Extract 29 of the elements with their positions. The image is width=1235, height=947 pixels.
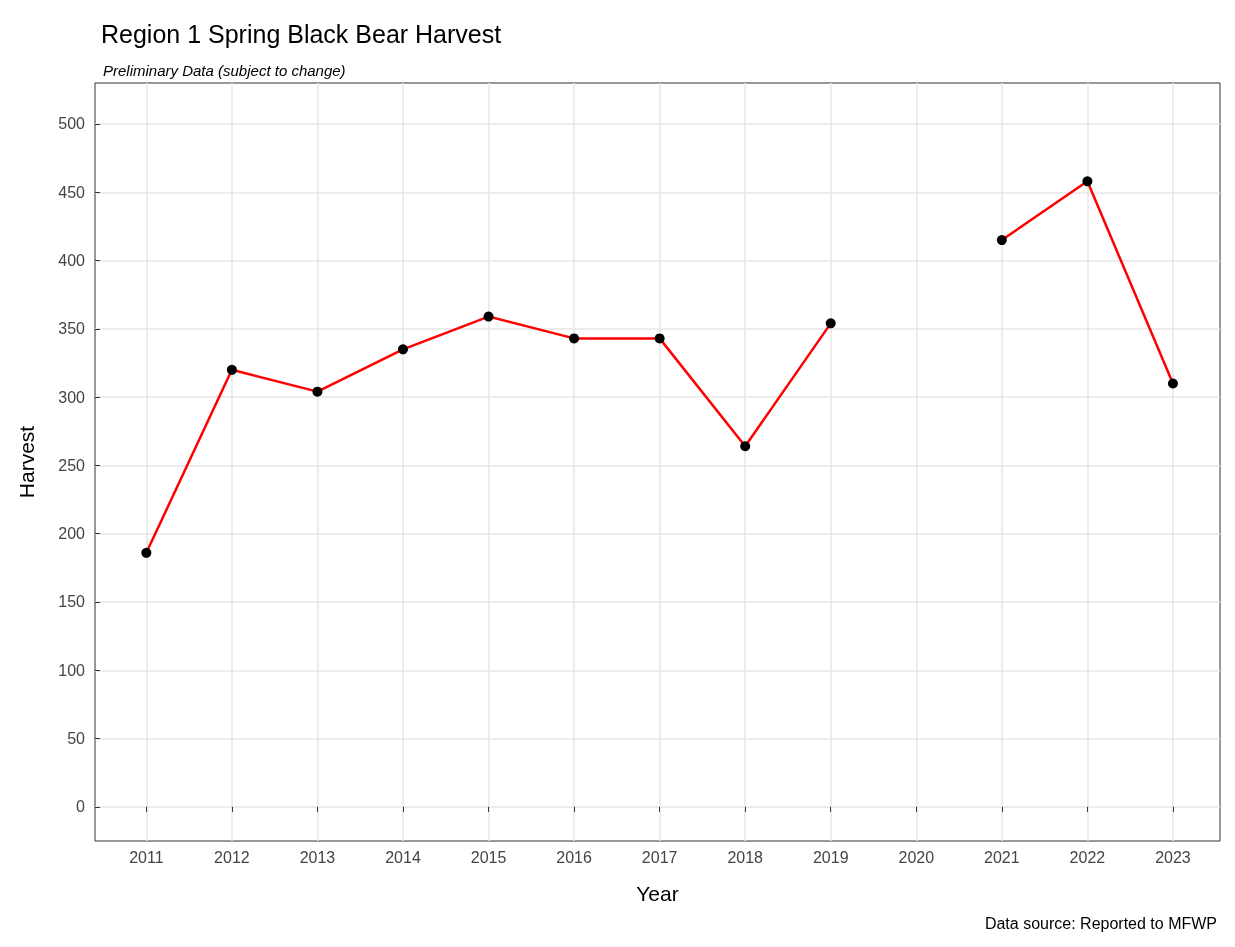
source-note: Data source: Reported to MFWP: [984, 914, 1218, 932]
y-tick-label: 350: [58, 320, 86, 338]
y-tick-label: 250: [58, 456, 86, 474]
y-tick-label: 400: [58, 252, 86, 270]
x-tick-label: 2016: [556, 848, 592, 866]
x-tick-label: 2014: [385, 848, 421, 866]
x-tick-label: 2017: [641, 848, 678, 866]
x-tick-label: 2012: [214, 848, 250, 866]
y-tick-label: 200: [58, 525, 86, 543]
chart-title: Region 1 Spring Black Bear Harvest: [101, 19, 502, 48]
y-axis-title: Harvest: [15, 425, 38, 499]
y-tick-label: 500: [58, 115, 86, 133]
y-tick-label: 450: [58, 183, 86, 201]
y-tick-label: 300: [58, 388, 86, 406]
x-tick-label: 2011: [129, 848, 164, 866]
x-tick-label: 2018: [727, 848, 764, 866]
y-tick-label: 100: [58, 661, 86, 679]
x-tick-label: 2023: [1155, 848, 1191, 866]
chart-subtitle: Preliminary Data (subject to change): [103, 62, 346, 79]
y-tick-label: 150: [58, 593, 86, 611]
y-tick-label: 0: [76, 798, 86, 816]
x-tick-label: 2019: [812, 848, 849, 866]
x-tick-label: 2013: [299, 848, 336, 866]
x-tick-label: 2020: [898, 848, 935, 866]
x-tick-label: 2021: [984, 848, 1020, 866]
x-tick-label: 2022: [1069, 848, 1106, 866]
x-axis-title: Year: [636, 882, 679, 905]
y-tick-label: 50: [67, 730, 86, 748]
x-tick-label: 2015: [470, 848, 507, 866]
